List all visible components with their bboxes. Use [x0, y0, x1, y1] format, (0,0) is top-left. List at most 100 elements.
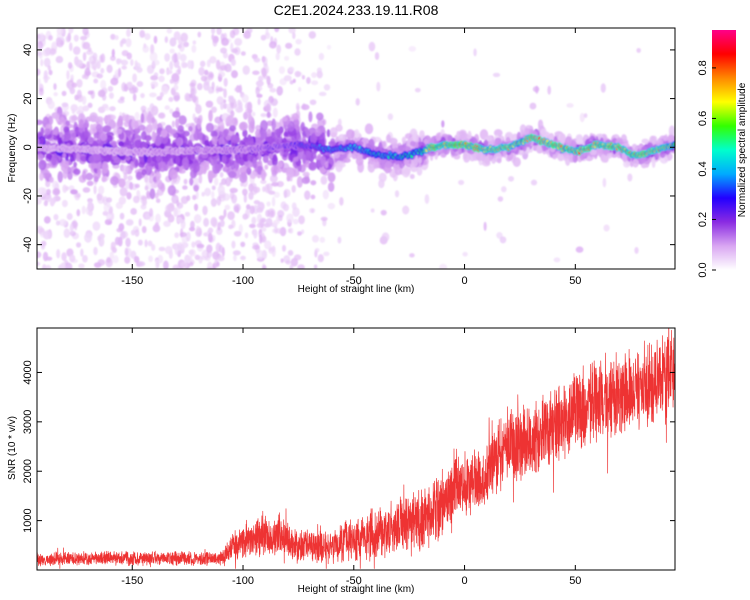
heatmap-cell — [85, 71, 92, 76]
heatmap-cell — [271, 182, 279, 187]
heatmap-cell — [283, 131, 289, 137]
heatmap-cell — [86, 180, 94, 187]
x-tick-label: 50 — [569, 275, 581, 287]
heatmap-cell — [155, 198, 161, 204]
heatmap-cell — [66, 213, 73, 220]
heatmap-cell — [305, 150, 312, 160]
heatmap-cell — [211, 185, 216, 191]
heatmap-cell — [266, 201, 271, 207]
heatmap-cell — [285, 42, 293, 49]
heatmap-cell — [600, 83, 606, 93]
heatmap-cell — [60, 125, 64, 134]
heatmap-cell — [175, 136, 182, 147]
colorbar-tick-label: 0.8 — [697, 60, 709, 75]
heatmap-cell — [159, 68, 165, 75]
heatmap-cell — [75, 242, 82, 248]
heatmap-cell — [73, 168, 81, 175]
heatmap-cell — [193, 184, 199, 192]
y-tick-label: 4000 — [22, 360, 34, 384]
heatmap-cell — [190, 220, 195, 229]
heatmap-cell — [589, 148, 597, 156]
heatmap-cell — [203, 217, 210, 227]
heatmap-cell — [302, 171, 310, 177]
heatmap-cell — [43, 193, 52, 203]
heatmap-cell — [149, 51, 158, 62]
heatmap-cell — [117, 115, 123, 127]
heatmap-cell — [211, 28, 216, 35]
heatmap-cell — [297, 231, 302, 236]
heatmap-cell — [62, 152, 67, 158]
heatmap-cell — [110, 77, 119, 86]
heatmap-cell — [164, 53, 171, 62]
heatmap-cell — [52, 129, 59, 135]
heatmap-cell — [337, 236, 342, 244]
heatmap-cell — [163, 260, 169, 269]
heatmap-cell — [233, 205, 240, 213]
heatmap-cell — [266, 111, 271, 119]
heatmap-cell — [262, 264, 267, 269]
heatmap-cell — [627, 173, 633, 182]
heatmap-cell — [232, 250, 241, 256]
heatmap-cell — [87, 136, 94, 143]
heatmap-cell — [105, 257, 113, 268]
heatmap-cell — [249, 173, 257, 179]
heatmap-cell — [283, 75, 292, 82]
spectrogram-panel: -150 -100 -50 0 50 -40 -20 0 20 40 Height of stra… — [7, 27, 676, 295]
heatmap-cell — [270, 36, 274, 45]
heatmap-cell — [296, 176, 303, 188]
heatmap-cell — [144, 185, 149, 191]
heatmap-cell — [158, 161, 167, 173]
y-tick-label: 0 — [22, 144, 34, 150]
heatmap-cell — [258, 75, 264, 82]
heatmap-cell — [280, 258, 284, 263]
heatmap-cell — [202, 205, 208, 216]
heatmap-cell — [261, 67, 267, 78]
heatmap-cell — [118, 178, 126, 188]
heatmap-cell — [60, 262, 66, 269]
heatmap-cell — [120, 230, 129, 239]
heatmap-cell — [203, 81, 210, 91]
heatmap-cell — [93, 246, 98, 256]
heatmap-cell — [100, 79, 107, 90]
heatmap-cell — [246, 167, 252, 175]
heatmap-cell — [114, 35, 119, 41]
heatmap-cell — [208, 109, 213, 122]
heatmap-cell — [221, 178, 227, 186]
heatmap-cell — [55, 114, 61, 122]
heatmap-cell — [632, 158, 639, 168]
heatmap-cell — [310, 180, 317, 186]
heatmap-cell — [206, 244, 213, 254]
heatmap-cell — [323, 84, 331, 91]
heatmap-cell — [84, 232, 92, 243]
heatmap-cell — [171, 194, 179, 204]
heatmap-cell — [530, 179, 538, 186]
heatmap-cell — [196, 82, 203, 91]
heatmap-cell — [321, 132, 326, 140]
x-tick-label: 0 — [461, 575, 467, 587]
heatmap-cell — [233, 230, 242, 237]
heatmap-cell — [343, 157, 351, 163]
heatmap-cell — [40, 59, 44, 67]
colorbar-tick-label: 0.2 — [697, 212, 709, 227]
heatmap-cell — [134, 130, 139, 141]
heatmap-cell — [134, 183, 140, 189]
heatmap-cell — [217, 71, 226, 78]
heatmap-cell — [207, 227, 214, 234]
heatmap-cell — [253, 200, 261, 205]
heatmap-cell — [46, 188, 51, 196]
x-tick-label: -150 — [121, 575, 143, 587]
heatmap-cell — [316, 112, 324, 121]
heatmap-cell — [499, 236, 507, 244]
heatmap-cell — [160, 129, 168, 138]
heatmap-cell — [271, 154, 278, 167]
colorbar-tick-label: 0.0 — [697, 262, 709, 277]
heatmap-cell — [271, 118, 276, 131]
heatmap-cell — [49, 197, 55, 207]
heatmap-cell — [115, 58, 123, 64]
heatmap-cell — [173, 84, 179, 91]
heatmap-cell — [114, 236, 121, 246]
heatmap-cell — [295, 38, 302, 45]
heatmap-cell — [69, 154, 74, 163]
heatmap-cell — [301, 75, 306, 80]
heatmap-cell — [130, 207, 137, 215]
